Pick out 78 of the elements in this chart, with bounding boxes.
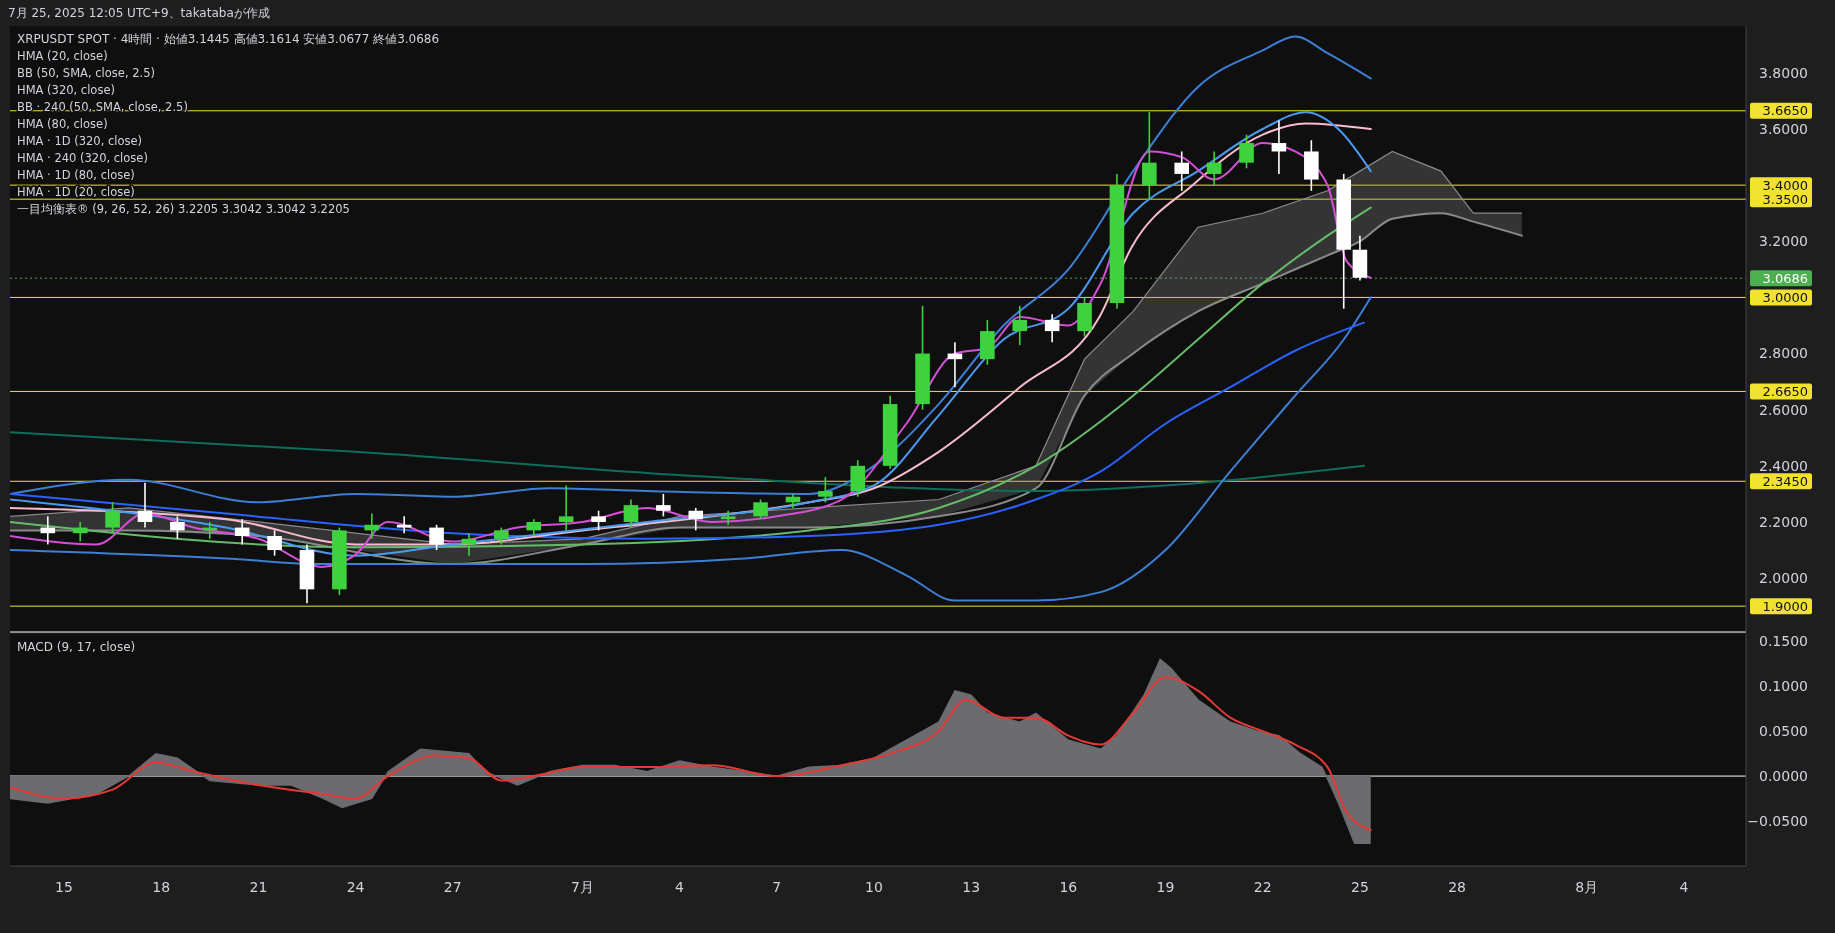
ref-line-label: 3.3500 <box>1762 191 1808 207</box>
ref-line-label: 3.0000 <box>1762 289 1808 305</box>
annotation: HMA (320, close) <box>17 83 115 97</box>
candlestick <box>753 498 768 520</box>
y-tick-label: 0.1500 <box>1759 633 1808 650</box>
line-series <box>10 321 1365 540</box>
y-tick-label: 0.0000 <box>1759 767 1808 784</box>
x-tick-label: 25 <box>1351 879 1369 895</box>
candlestick <box>623 498 639 529</box>
x-tick-label: 7 <box>772 879 782 895</box>
candlestick <box>1044 313 1060 344</box>
candlestick <box>1206 150 1222 186</box>
annotation: HMA · 1D (80, close) <box>17 168 135 182</box>
text: XRPUSDT SPOT · 4時間 · 始値3.1445 高値3.1614 安値3.0677 終値3.0686 <box>17 32 440 46</box>
annotation: BB (50, SMA, close, 2.5) <box>17 66 155 80</box>
x-tick-label: 13 <box>962 879 981 895</box>
x-tick-label: 24 <box>346 879 365 895</box>
y-tick-label: 0.1000 <box>1759 678 1808 695</box>
candlestick <box>720 509 736 526</box>
y-tick-label: −0.0500 <box>1747 812 1808 829</box>
ref-line-label: 3.4000 <box>1762 177 1808 193</box>
candlestick <box>1271 119 1287 175</box>
x-tick-label: 10 <box>865 879 883 895</box>
line-series <box>10 431 1365 493</box>
y-tick-label: 3.2000 <box>1759 233 1808 250</box>
x-tick-label: 19 <box>1156 879 1175 895</box>
x-tick-label: 15 <box>55 879 73 895</box>
candlestick <box>234 518 250 546</box>
candlestick <box>105 501 120 534</box>
candlestick <box>364 512 380 540</box>
line-series <box>10 676 1372 832</box>
x-tick-label: 28 <box>1448 879 1467 895</box>
x-tick-label: 18 <box>152 879 171 895</box>
candlestick <box>429 523 444 551</box>
annotation: HMA · 240 (320, close) <box>17 151 148 165</box>
line-series <box>10 35 1372 504</box>
annotation: HMA · 1D (20, close) <box>17 185 135 199</box>
candlestick <box>267 529 282 557</box>
y-tick-label: 2.4000 <box>1759 457 1808 474</box>
candlestick <box>818 476 833 504</box>
x-tick-label: 4 <box>675 879 685 895</box>
x-tick-label: 8月 <box>1575 879 1599 895</box>
candlestick <box>591 509 606 532</box>
annotation: HMA (80, close) <box>17 117 108 131</box>
candlestick <box>558 484 574 532</box>
y-tick-label: 3.8000 <box>1759 64 1808 81</box>
y-tick-label: 2.8000 <box>1759 345 1808 362</box>
candlestick <box>1239 133 1254 170</box>
annotation: HMA · 1D (320, close) <box>17 134 143 148</box>
ref-line-label: 3.0686 <box>1762 270 1808 286</box>
x-tick-label: 27 <box>443 879 462 895</box>
annotation: 一目均衡表® (9, 26, 52, 26) 3.2205 3.3042 3.3042 3.2205 <box>17 202 350 216</box>
line-series <box>10 296 1372 602</box>
candlestick <box>1174 150 1190 192</box>
ref-line-label: 2.6650 <box>1762 384 1808 399</box>
y-tick-label: 2.6000 <box>1759 401 1808 418</box>
ref-line-label: 3.6650 <box>1762 103 1808 119</box>
x-tick-label: 7月 <box>570 879 594 895</box>
y-tick-label: 2.2000 <box>1759 513 1808 530</box>
candlestick <box>688 507 704 532</box>
candlestick <box>1012 305 1028 346</box>
y-tick-label: 3.6000 <box>1759 120 1808 137</box>
annotation: HMA (20, close) <box>17 49 108 63</box>
x-tick-label: 21 <box>249 879 268 895</box>
candlestick <box>137 481 153 529</box>
candlestick <box>170 515 185 540</box>
candlestick <box>396 515 412 534</box>
x-tick-label: 16 <box>1059 879 1078 895</box>
candlestick <box>1142 111 1157 200</box>
ref-line-label: 1.9000 <box>1762 598 1808 614</box>
text: MACD (9, 17, close) <box>17 640 136 654</box>
x-tick-label: 22 <box>1253 879 1272 895</box>
chart-subtitle: 7月 25, 2025 12:05 UTC+9、takatabaが作成 <box>8 6 270 20</box>
ref-line-label: 2.3450 <box>1762 473 1808 489</box>
candlestick <box>656 493 671 518</box>
y-tick-label: 0.0500 <box>1759 723 1808 740</box>
y-tick-label: 2.0000 <box>1759 570 1808 587</box>
x-tick-label: 4 <box>1679 879 1689 895</box>
